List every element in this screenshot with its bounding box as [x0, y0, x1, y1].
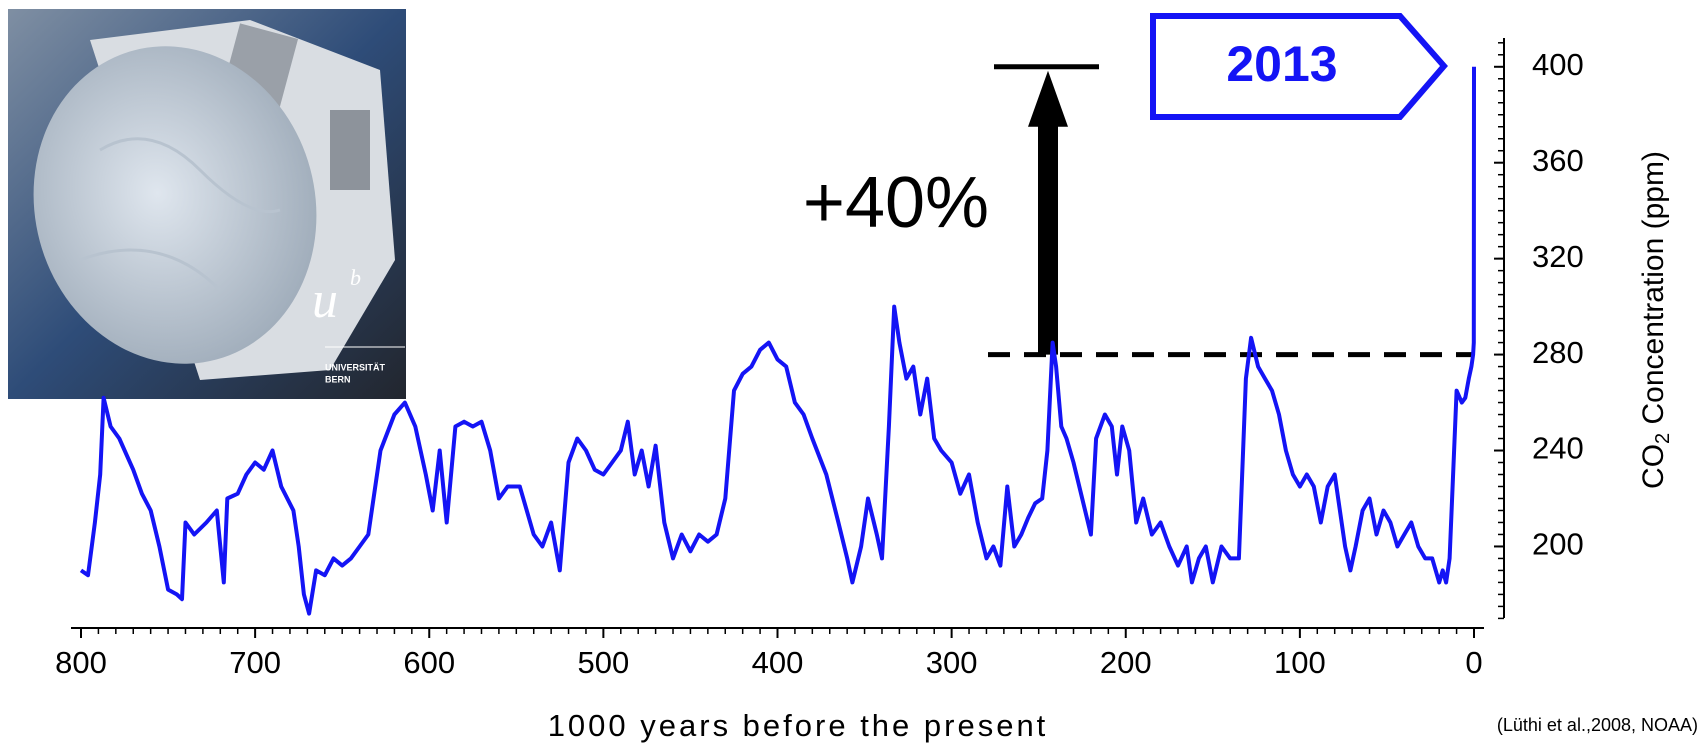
- x-tick-label: 300: [926, 645, 978, 680]
- co2-line: [79, 66, 1476, 616]
- photo-logo: u: [312, 272, 338, 329]
- y-axis-title-part: Concentration (ppm): [1637, 151, 1670, 433]
- photo-text: UNIVERSITÄT: [325, 362, 386, 372]
- x-tick-label: 200: [1100, 645, 1152, 680]
- x-axis-title: 1000 years before the present: [548, 708, 1049, 743]
- y-axis-title: CO2 Concentration (ppm): [1637, 151, 1674, 489]
- year-callout: [1150, 13, 1448, 120]
- y-tick-label: 400: [1532, 47, 1584, 82]
- photo-text: BERN: [325, 374, 351, 384]
- source: (Lüthi et al.,2008, NOAA): [1497, 715, 1698, 735]
- change-arrow: [1028, 70, 1068, 355]
- y-axis-title-sub: 2: [1652, 433, 1674, 444]
- y-tick-label: 200: [1532, 527, 1584, 562]
- x-tick-label: 500: [578, 645, 630, 680]
- year-label: 2013: [1226, 36, 1337, 92]
- y-axis-title-part: CO: [1637, 444, 1670, 489]
- x-tick-label: 100: [1274, 645, 1326, 680]
- y-tick-label: 320: [1532, 239, 1584, 274]
- change-label: +40%: [803, 163, 989, 243]
- x-tick-label: 600: [403, 645, 455, 680]
- photo: u b UNIVERSITÄT BERN: [8, 9, 406, 399]
- y-tick-label: 240: [1532, 431, 1584, 466]
- photo-logo-sup: b: [350, 265, 361, 290]
- x-tick-label: 0: [1465, 645, 1482, 680]
- y-tick-label: 280: [1532, 335, 1584, 370]
- x-tick-label: 800: [55, 645, 107, 680]
- y-tick-label: 360: [1532, 143, 1584, 178]
- x-tick-label: 700: [229, 645, 281, 680]
- x-tick-label: 400: [752, 645, 804, 680]
